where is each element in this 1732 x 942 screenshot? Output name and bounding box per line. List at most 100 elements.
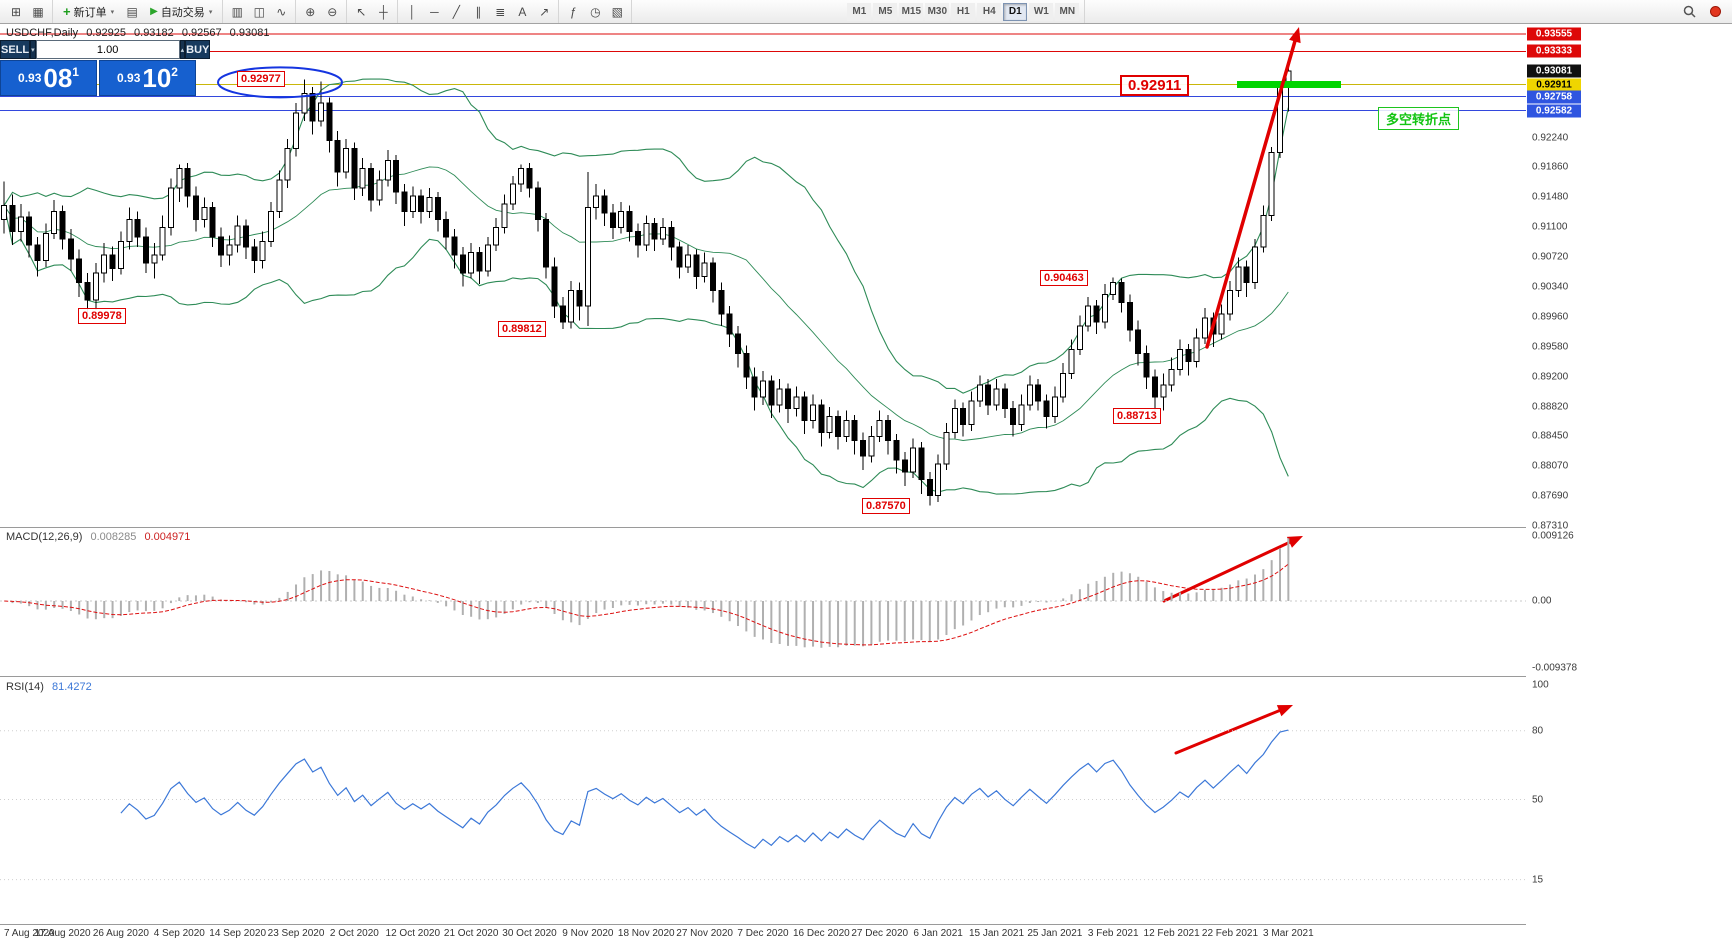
alert-icon[interactable]	[1705, 2, 1725, 21]
volume-input[interactable]	[35, 40, 180, 59]
candle-body	[835, 416, 842, 437]
candle-body	[67, 238, 74, 260]
candle-body	[543, 219, 550, 268]
candle-body	[343, 148, 350, 173]
price-label-annotation[interactable]: 0.88713	[1113, 407, 1161, 424]
buy-button[interactable]: BUY	[185, 40, 211, 59]
price-label-annotation[interactable]: 0.90463	[1040, 269, 1088, 286]
price-label-annotation[interactable]: 0.89978	[78, 307, 126, 324]
timeframe-button-m1[interactable]: M1	[847, 2, 872, 21]
sell-price-point: 1	[72, 65, 79, 79]
crosshair-icon[interactable]: ┼	[373, 2, 393, 21]
candle-body	[401, 191, 408, 213]
sell-button[interactable]: SELL	[0, 40, 31, 59]
price-axis[interactable]: 0.92240 0.91860 0.91480 0.91100 0.90720 0.903…	[1526, 24, 1732, 942]
candle-body	[17, 216, 24, 232]
volume-dropdown-icon[interactable]: ▾	[30, 40, 36, 59]
macd-signal-value: 0.004971	[144, 531, 191, 543]
timeframe-button-w1[interactable]: W1	[1029, 2, 1054, 21]
candle-body	[176, 167, 183, 189]
candle-body	[326, 102, 333, 142]
alert-dot	[1709, 6, 1721, 17]
text-icon[interactable]: A	[512, 2, 532, 21]
ellipse-highlight[interactable]	[217, 66, 343, 99]
time-axis-label: 16 Dec 2020	[793, 928, 850, 939]
sell-price-button[interactable]: 0.93 08 1	[0, 60, 97, 96]
vertical-line-icon[interactable]: │	[402, 2, 422, 21]
panel-separator	[0, 527, 1732, 528]
candle-body	[960, 408, 967, 426]
toolbar-group-orders: + 新订单 ▾ ▤ ▶ 自动交易 ▾	[53, 0, 224, 23]
indicators-icon[interactable]: ƒ	[563, 2, 583, 21]
autotrading-button[interactable]: ▶ 自动交易 ▾	[144, 2, 218, 21]
turning-point-callout[interactable]: 多空转折点	[1378, 107, 1460, 130]
price-badge: 0.92758	[1527, 90, 1581, 104]
candle-body	[993, 388, 1000, 406]
candle-body	[751, 376, 758, 398]
price-label-annotation[interactable]: 0.87570	[862, 497, 910, 514]
horizontal-line-icon[interactable]: ─	[424, 2, 444, 21]
periods-icon[interactable]: ◷	[585, 2, 605, 21]
rsi-canvas[interactable]	[0, 677, 1526, 924]
price-axis-label: 0.92240	[1532, 132, 1569, 144]
timeframe-button-d1[interactable]: D1	[1003, 2, 1028, 21]
candle-body	[251, 246, 258, 262]
zoom-in-icon[interactable]: ⊕	[300, 2, 320, 21]
trend-arrow[interactable]	[1205, 32, 1299, 349]
time-axis[interactable]: 7 Aug 2020 17 Aug 2020 26 Aug 2020 4 Sep 20…	[0, 925, 1526, 942]
price-label-annotation[interactable]: 0.89812	[498, 320, 546, 337]
candle-body	[876, 420, 883, 437]
rsi-label: RSI(14) 81.4272	[6, 681, 92, 693]
macd-canvas[interactable]	[0, 528, 1526, 676]
volume-stepper[interactable]: ▴	[179, 40, 186, 59]
rsi-axis-label: 100	[1532, 679, 1549, 691]
fibonacci-icon[interactable]: ≣	[490, 2, 510, 21]
main-chart-canvas[interactable]	[0, 24, 1526, 527]
price-label-annotation[interactable]: 0.92977	[237, 71, 285, 88]
price-label-annotation[interactable]: 0.92911	[1120, 74, 1190, 96]
candle-body	[376, 179, 383, 201]
candle-body	[1018, 404, 1025, 426]
timeframe-button-mn[interactable]: MN	[1055, 2, 1080, 21]
timeframe-button-m5[interactable]: M5	[873, 2, 898, 21]
profiles-icon[interactable]: ▦	[28, 2, 48, 21]
zoom-out-icon[interactable]: ⊖	[322, 2, 342, 21]
candle-body	[726, 313, 733, 335]
candlestick-chart-icon[interactable]: ◫	[249, 2, 269, 21]
rsi-axis-label: 15	[1532, 874, 1544, 886]
new-order-button[interactable]: + 新订单 ▾	[57, 2, 120, 21]
time-axis-label: 14 Sep 2020	[209, 928, 266, 939]
candle-body	[268, 211, 275, 243]
buy-price-pips: 10	[142, 63, 172, 93]
templates-icon[interactable]: ▧	[607, 2, 627, 21]
candle-body	[843, 420, 850, 437]
rsi-axis-label: 50	[1532, 794, 1544, 805]
line-chart-icon[interactable]: ∿	[271, 2, 291, 21]
candle-body	[34, 244, 41, 262]
trend-arrow[interactable]	[1162, 537, 1298, 603]
trendline-icon[interactable]: ╱	[446, 2, 466, 21]
candle-body	[76, 258, 83, 284]
time-axis-label: 2 Oct 2020	[329, 928, 379, 939]
candle-body	[42, 233, 49, 262]
open-value: 0.92925	[86, 27, 126, 39]
candle-body	[259, 241, 266, 262]
time-axis-label: 27 Dec 2020	[851, 928, 909, 939]
search-icon[interactable]	[1679, 2, 1699, 21]
buy-price-button[interactable]: 0.93 10 2	[99, 60, 196, 96]
open-chart-icon[interactable]: ▤	[122, 2, 142, 21]
timeframe-button-m30[interactable]: M30	[925, 2, 950, 21]
candle-body	[226, 244, 233, 256]
timeframe-button-h1[interactable]: H1	[951, 2, 976, 21]
timeframe-button-m15[interactable]: M15	[899, 2, 924, 21]
cursor-icon[interactable]: ↖	[351, 2, 371, 21]
bar-chart-icon[interactable]: ▥	[227, 2, 247, 21]
chart-window-icon[interactable]: ⊞	[6, 2, 26, 21]
trend-arrow[interactable]	[1174, 706, 1288, 755]
candle-body	[618, 211, 625, 228]
arrows-icon[interactable]: ↗	[534, 2, 554, 21]
channel-icon[interactable]: ∥	[468, 2, 488, 21]
candle-body	[1035, 384, 1042, 402]
timeframe-button-h4[interactable]: H4	[977, 2, 1002, 21]
candle-body	[1193, 337, 1200, 362]
